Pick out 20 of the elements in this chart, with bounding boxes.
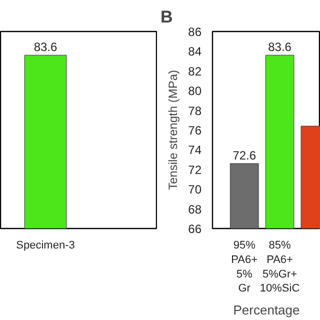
x-axis-title: Percentage: [233, 302, 300, 318]
y-tick-label: 70: [188, 182, 202, 197]
y-tick-label: 78: [188, 104, 202, 118]
data-label: 83.6: [268, 40, 292, 54]
y-tick-label: 72: [188, 162, 202, 177]
x-tick-label: 85% PA6+ 5%Gr+ 10%SiC: [260, 240, 300, 295]
y-tick-label: 82: [188, 64, 202, 78]
x-tick-label: Specimen-3: [16, 240, 75, 252]
y-tick-label: 76: [188, 124, 202, 138]
data-label: 72.6: [232, 148, 256, 162]
data-label: 83.6: [34, 40, 58, 54]
x-tick-label: 95% PA6+ 5% Gr: [231, 240, 258, 295]
y-tick-label: 68: [188, 202, 202, 216]
y-tick-label: 66: [188, 222, 202, 236]
y-tick-label: 84: [188, 44, 202, 59]
y-tick-label: 74: [188, 143, 202, 158]
y-tick-label: 86: [188, 25, 202, 39]
y-axis-title: Tensile strength (MPa): [166, 70, 180, 190]
y-tick-label: 80: [188, 84, 202, 98]
chart-title: B: [160, 8, 173, 26]
